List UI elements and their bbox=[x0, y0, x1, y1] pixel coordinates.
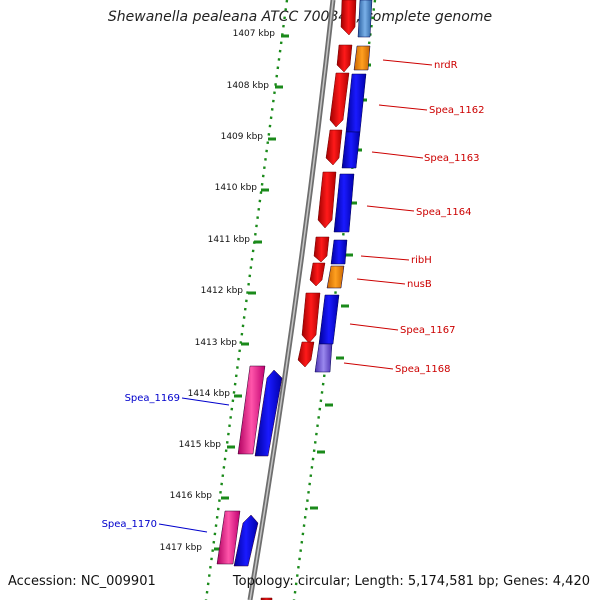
kbp-label: 1412 kbp bbox=[201, 286, 244, 296]
gene-arrow[interactable] bbox=[233, 514, 259, 567]
gene-block[interactable] bbox=[216, 510, 241, 565]
kbp-label: 1408 kbp bbox=[227, 81, 270, 91]
label-leaders-left bbox=[158, 397, 230, 533]
gene-features-left[interactable] bbox=[216, 365, 283, 567]
kbp-label: 1415 kbp bbox=[179, 440, 222, 450]
label-leaders-right bbox=[343, 59, 433, 370]
gene-block[interactable] bbox=[345, 73, 367, 133]
gene-label-spea-1169[interactable]: Spea_1169 bbox=[125, 393, 180, 404]
gene-label-nusB[interactable]: nusB bbox=[407, 279, 432, 290]
accession-text: Accession: NC_009901 bbox=[8, 574, 156, 589]
gene-block[interactable] bbox=[237, 365, 266, 455]
gene-block[interactable] bbox=[333, 173, 355, 233]
kbp-label: 1407 kbp bbox=[233, 29, 276, 39]
gene-label-spea-1164[interactable]: Spea_1164 bbox=[416, 207, 471, 218]
kbp-label: 1417 kbp bbox=[160, 543, 203, 553]
kbp-label: 1410 kbp bbox=[215, 183, 258, 193]
gene-block[interactable] bbox=[357, 0, 373, 38]
gene-block[interactable] bbox=[326, 265, 345, 289]
kbp-label: 1411 kbp bbox=[208, 235, 251, 245]
gene-block[interactable] bbox=[318, 294, 340, 345]
gene-arrow[interactable] bbox=[325, 129, 343, 166]
gene-arrow[interactable] bbox=[297, 341, 315, 368]
gene-features-inner[interactable] bbox=[314, 0, 373, 373]
gene-arrow[interactable] bbox=[317, 171, 337, 229]
kbp-label: 1416 kbp bbox=[170, 491, 213, 501]
left-scale-ticks bbox=[214, 34, 289, 551]
kbp-label: 1414 kbp bbox=[188, 389, 231, 399]
gene-arrow[interactable] bbox=[254, 369, 283, 457]
gene-label-nrdR[interactable]: nrdR bbox=[434, 60, 458, 71]
right-scale-ticks bbox=[310, 63, 371, 510]
gene-label-spea-1168[interactable]: Spea_1168 bbox=[395, 364, 450, 375]
gene-arrow[interactable] bbox=[301, 292, 321, 344]
gene-block[interactable] bbox=[314, 343, 333, 373]
gene-arrow[interactable] bbox=[329, 72, 350, 128]
genome-backbone-highlight bbox=[249, 0, 334, 600]
gene-arrow[interactable] bbox=[336, 44, 353, 73]
topology-summary: Topology: circular; Length: 5,174,581 bp… bbox=[232, 574, 590, 589]
gene-arrow[interactable] bbox=[340, 0, 357, 36]
scale-line-left bbox=[204, 0, 289, 600]
gene-arrow[interactable] bbox=[313, 236, 330, 263]
gene-block[interactable] bbox=[353, 45, 371, 71]
gene-block[interactable] bbox=[341, 131, 361, 169]
gene-features-outer[interactable] bbox=[260, 0, 357, 600]
gene-label-spea-1163[interactable]: Spea_1163 bbox=[424, 153, 479, 164]
gene-label-ribH[interactable]: ribH bbox=[411, 255, 432, 266]
gene-label-spea-1167[interactable]: Spea_1167 bbox=[400, 325, 455, 336]
kbp-label: 1413 kbp bbox=[195, 338, 238, 348]
gene-label-spea-1162[interactable]: Spea_1162 bbox=[429, 105, 484, 116]
gene-block[interactable] bbox=[330, 239, 348, 265]
gene-label-spea-1170[interactable]: Spea_1170 bbox=[102, 519, 157, 530]
kbp-label: 1409 kbp bbox=[221, 132, 264, 142]
gene-arrow[interactable] bbox=[309, 262, 326, 287]
map-title: Shewanella pealeana ATCC 700345, complet… bbox=[107, 9, 493, 25]
